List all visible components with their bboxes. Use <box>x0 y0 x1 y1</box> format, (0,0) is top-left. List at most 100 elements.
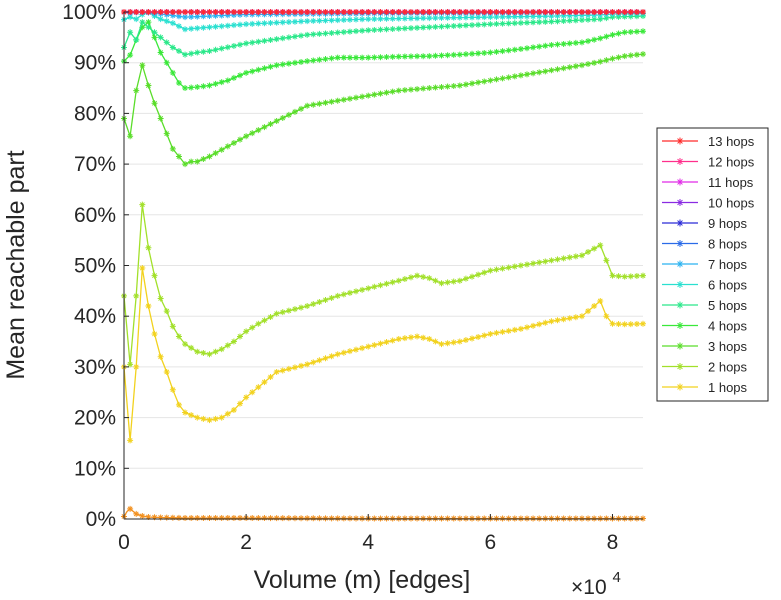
data-point <box>212 12 219 19</box>
data-point <box>493 48 500 55</box>
data-point <box>139 201 146 208</box>
data-point <box>505 9 512 15</box>
data-point <box>340 9 347 15</box>
data-point <box>365 27 372 34</box>
data-point <box>401 9 408 15</box>
data-point <box>517 325 524 332</box>
data-point <box>200 415 207 422</box>
data-point <box>310 17 317 24</box>
data-point <box>456 82 463 89</box>
data-point <box>371 283 378 290</box>
data-point <box>285 34 292 41</box>
data-point <box>499 9 506 15</box>
data-point <box>353 28 360 35</box>
data-point <box>127 133 134 140</box>
data-point <box>426 15 433 22</box>
data-point <box>566 17 573 24</box>
data-point <box>322 515 329 522</box>
data-point <box>371 15 378 22</box>
data-point <box>572 253 579 260</box>
data-point <box>426 24 433 31</box>
data-point <box>310 9 317 15</box>
data-point <box>548 67 555 74</box>
data-point <box>267 63 274 70</box>
data-point <box>322 296 329 303</box>
data-point <box>536 9 543 15</box>
data-point <box>603 9 610 15</box>
data-point <box>316 515 323 522</box>
data-point <box>163 18 170 25</box>
data-point <box>194 348 201 355</box>
data-point <box>615 9 622 15</box>
data-point <box>169 386 176 393</box>
data-point <box>304 9 311 15</box>
data-point <box>591 515 598 522</box>
data-point <box>255 320 262 327</box>
data-point <box>267 515 274 522</box>
data-point <box>615 54 622 61</box>
data-point <box>383 26 390 33</box>
data-point <box>310 57 317 64</box>
data-point <box>298 18 305 25</box>
data-point <box>261 317 268 324</box>
data-point <box>603 33 610 40</box>
data-point <box>475 50 482 57</box>
data-point <box>414 86 421 93</box>
data-point <box>206 417 213 424</box>
data-point <box>139 9 146 15</box>
data-point <box>261 124 268 131</box>
data-point <box>621 29 628 36</box>
data-point <box>627 273 634 280</box>
data-point <box>255 9 262 15</box>
data-point <box>640 272 646 279</box>
data-point <box>133 87 140 94</box>
data-point <box>542 42 549 49</box>
data-point <box>322 9 329 15</box>
data-point <box>603 313 610 320</box>
data-point <box>560 316 567 323</box>
data-point <box>407 15 414 22</box>
series-path <box>123 21 644 89</box>
data-point <box>163 308 170 315</box>
data-point <box>487 267 494 274</box>
data-point <box>237 21 244 28</box>
y-tick-label: 40% <box>74 305 116 328</box>
y-tick-label: 50% <box>74 255 116 278</box>
data-point <box>151 514 158 521</box>
data-point <box>285 9 292 15</box>
data-point <box>383 9 390 15</box>
x-axis-label: Volume (m) [edges] <box>254 566 471 594</box>
data-point <box>212 415 219 422</box>
data-point <box>615 515 622 522</box>
data-point <box>536 13 543 20</box>
data-point <box>395 87 402 94</box>
data-point <box>640 320 646 327</box>
legend-item: 8 hops <box>662 237 748 252</box>
data-point <box>133 363 140 370</box>
data-point <box>224 9 231 15</box>
data-point <box>371 26 378 33</box>
data-point <box>407 334 414 341</box>
data-point <box>554 256 561 263</box>
data-point <box>206 48 213 55</box>
data-point <box>517 13 524 20</box>
data-point <box>395 15 402 22</box>
data-point <box>456 14 463 21</box>
data-point <box>224 410 231 417</box>
data-point <box>224 22 231 29</box>
data-point <box>267 314 274 321</box>
data-point <box>572 314 579 321</box>
data-point <box>151 29 158 36</box>
data-point <box>151 9 158 15</box>
data-point <box>481 14 488 21</box>
data-point <box>426 336 433 343</box>
data-point <box>615 30 622 37</box>
data-point <box>505 13 512 20</box>
data-point <box>175 9 182 15</box>
data-point <box>169 323 176 330</box>
data-point <box>249 130 256 137</box>
data-point <box>310 515 317 522</box>
series-line <box>121 19 646 92</box>
data-point <box>542 9 549 15</box>
data-point <box>499 48 506 55</box>
